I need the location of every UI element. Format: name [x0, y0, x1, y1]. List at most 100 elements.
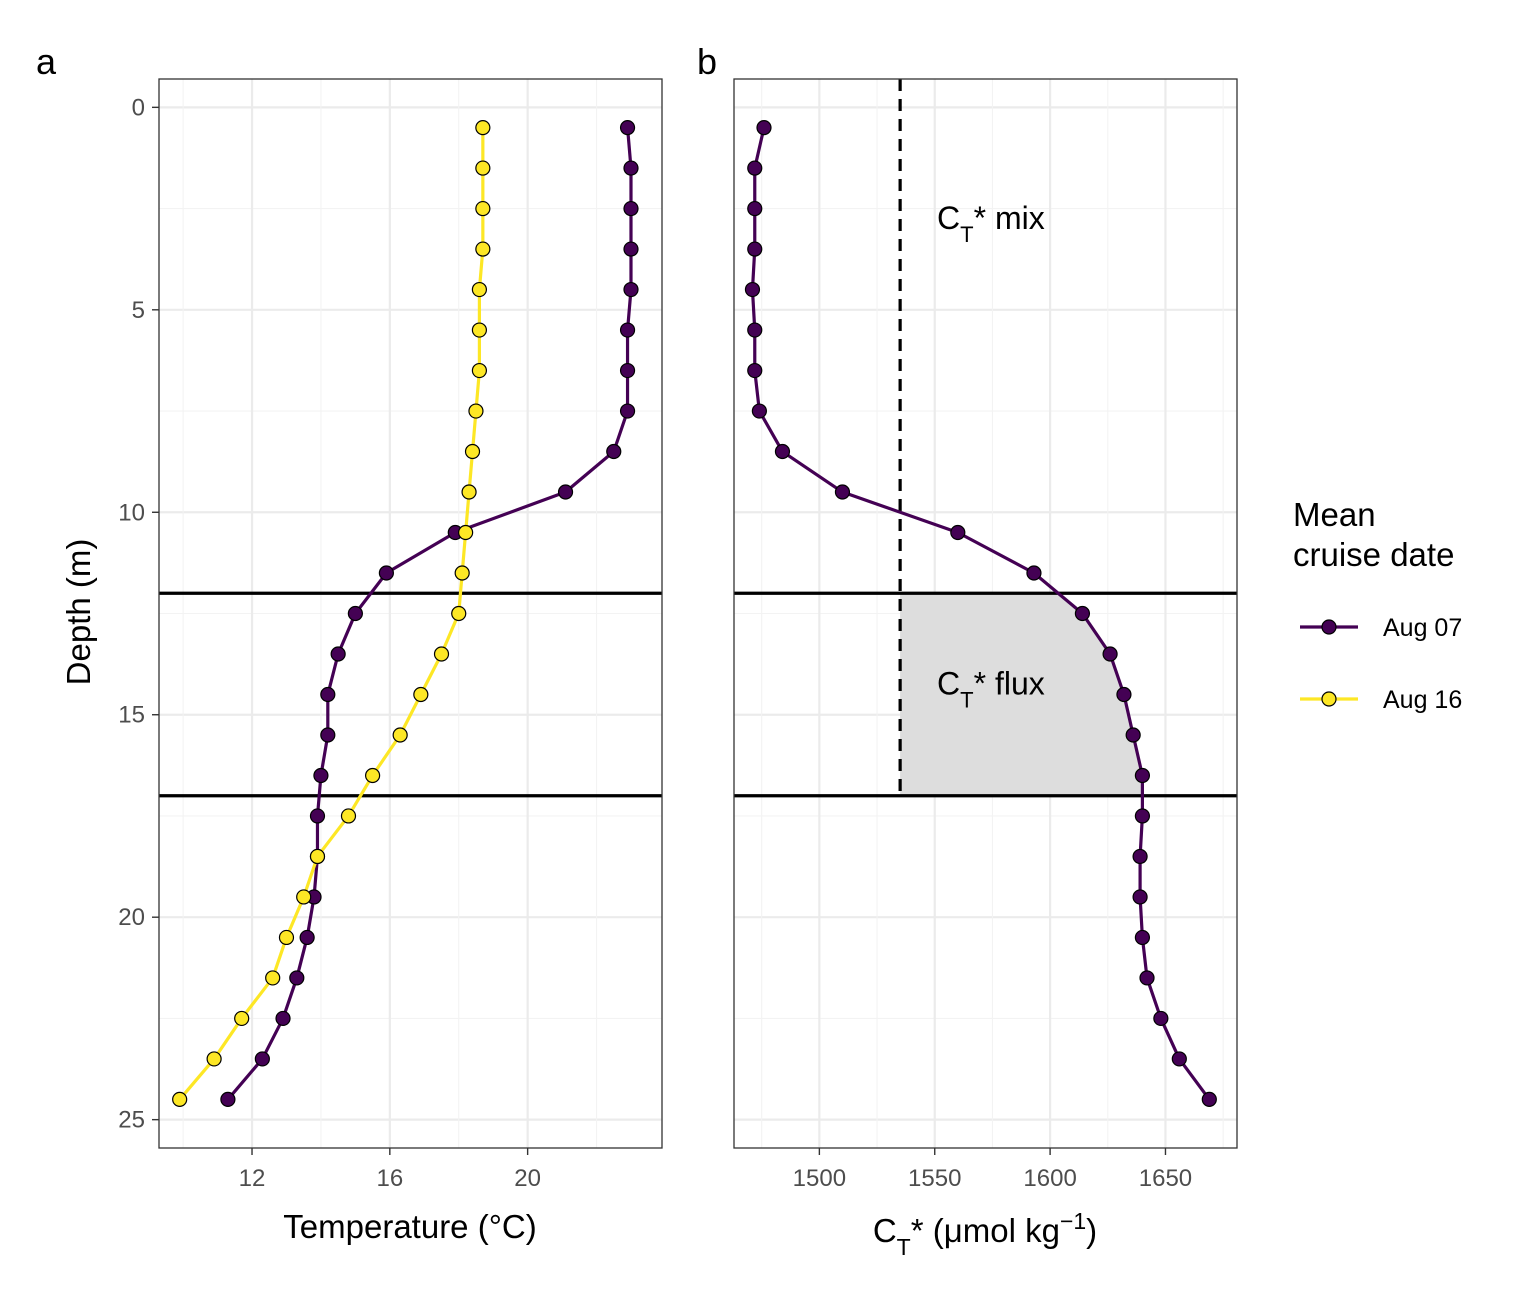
data-point-aug-07	[1153, 1010, 1169, 1027]
data-point-aug-16	[392, 727, 408, 743]
data-point-aug-16	[475, 160, 491, 176]
data-point-aug-16	[451, 605, 467, 622]
legend-entries: Aug 07 Aug 16	[1300, 614, 1462, 714]
y-tick-label: 5	[132, 297, 145, 324]
data-point-aug-16	[296, 889, 312, 905]
panel-b-gridlines	[734, 79, 1237, 1148]
flux-shaded-area	[900, 593, 1143, 796]
data-point-aug-07	[747, 160, 763, 176]
data-point-aug-07	[774, 443, 791, 460]
data-point-aug-07	[747, 322, 763, 338]
annotation-subscript: T	[960, 687, 973, 712]
data-point-aug-16	[413, 686, 429, 703]
x-tick-label: 12	[239, 1165, 266, 1192]
x-tick-label: 1600	[1023, 1165, 1076, 1192]
x-tick-label: 1500	[793, 1165, 846, 1192]
data-point-aug-07	[1116, 686, 1132, 703]
panel-a-gridlines	[159, 79, 662, 1148]
panel-a-x-axis-title: Temperature (°C)	[283, 1208, 536, 1245]
data-point-aug-07	[606, 443, 622, 460]
data-point-aug-16	[471, 322, 488, 338]
panel-b-series-points	[744, 119, 1217, 1108]
data-point-aug-07	[619, 403, 636, 419]
x-title-rest: * (μmol kg	[911, 1212, 1060, 1249]
data-point-aug-07	[1026, 565, 1042, 581]
panel-a-x-ticks: 12 16 20	[239, 1148, 541, 1192]
data-point-aug-07	[254, 1051, 270, 1067]
data-point-aug-07	[619, 119, 636, 136]
data-point-aug-07	[1134, 929, 1150, 946]
data-point-aug-07	[275, 1010, 291, 1027]
annotation-rest: * flux	[974, 665, 1045, 701]
legend-key-point	[1321, 691, 1337, 707]
panel-b-border	[733, 78, 1238, 1149]
panel-b-flux-shaded-region	[900, 593, 1143, 796]
legend-label: Aug 16	[1383, 686, 1462, 714]
data-point-aug-07	[313, 767, 329, 784]
data-point-aug-07	[1201, 1091, 1217, 1108]
x-title-base: C	[873, 1212, 897, 1249]
x-title-superscript: −1	[1060, 1208, 1086, 1234]
data-point-aug-16	[340, 808, 357, 824]
panel-a-series-points	[172, 119, 639, 1108]
y-tick-label: 15	[118, 702, 145, 729]
panel-b-x-axis-title: CT* (μmol kg−1)	[873, 1208, 1097, 1260]
data-point-aug-07	[747, 241, 763, 257]
legend-title-line-2: cruise date	[1293, 536, 1454, 573]
data-point-aug-07	[619, 322, 636, 338]
y-tick-label: 10	[118, 499, 145, 526]
data-point-aug-16	[468, 403, 484, 419]
x-tick-label: 1550	[908, 1165, 961, 1192]
x-tick-label: 1650	[1139, 1165, 1192, 1192]
y-tick-label: 25	[118, 1107, 145, 1134]
panel-b-x-ticks: 1500 1550 1600 1650	[793, 1148, 1192, 1192]
data-point-aug-16	[471, 362, 488, 379]
data-point-aug-16	[265, 970, 281, 986]
data-point-aug-16	[458, 524, 474, 541]
data-point-aug-16	[475, 241, 491, 257]
data-point-aug-07	[950, 524, 966, 541]
data-point-aug-07	[1132, 848, 1148, 865]
data-point-aug-07	[220, 1091, 236, 1108]
x-title-subscript: T	[897, 1234, 911, 1260]
data-point-aug-07	[619, 362, 636, 379]
annotation-label: CT* mix	[937, 200, 1045, 247]
data-point-aug-07	[623, 281, 639, 298]
data-point-aug-07	[1125, 727, 1141, 743]
data-point-aug-16	[172, 1091, 188, 1108]
x-title-close: )	[1086, 1212, 1097, 1249]
data-point-aug-16	[475, 119, 491, 136]
panel-a-layer-lines	[159, 591, 662, 798]
data-point-aug-07	[309, 808, 326, 824]
data-point-aug-07	[1139, 970, 1155, 986]
panel-b-label: b	[697, 41, 717, 82]
panel-a-y-axis-title: Depth (m)	[60, 539, 97, 686]
data-point-aug-16	[365, 767, 381, 784]
data-point-aug-07	[751, 403, 767, 419]
data-point-aug-07	[1132, 889, 1148, 905]
data-point-aug-16	[206, 1051, 222, 1067]
data-point-aug-07	[1171, 1051, 1187, 1067]
data-point-aug-07	[557, 484, 574, 500]
data-point-aug-07	[1102, 646, 1118, 662]
annotation-subscript: T	[960, 221, 973, 246]
panel-a-border	[158, 78, 663, 1149]
data-point-aug-16	[464, 443, 481, 460]
data-point-aug-07	[623, 241, 639, 257]
data-point-aug-07	[744, 281, 761, 298]
x-tick-label: 16	[376, 1165, 403, 1192]
y-tick-label: 0	[132, 94, 145, 121]
legend-title-line-1: Mean	[1293, 496, 1376, 533]
data-point-aug-07	[378, 565, 394, 581]
data-point-aug-07	[1134, 767, 1150, 784]
legend-label: Aug 07	[1383, 614, 1462, 642]
data-point-aug-07	[747, 362, 763, 379]
data-point-aug-07	[347, 605, 363, 622]
data-point-aug-07	[834, 484, 851, 500]
data-point-aug-16	[475, 200, 491, 217]
data-point-aug-16	[471, 281, 488, 298]
data-point-aug-07	[320, 686, 336, 703]
panel-b-layer-lines	[734, 591, 1237, 798]
